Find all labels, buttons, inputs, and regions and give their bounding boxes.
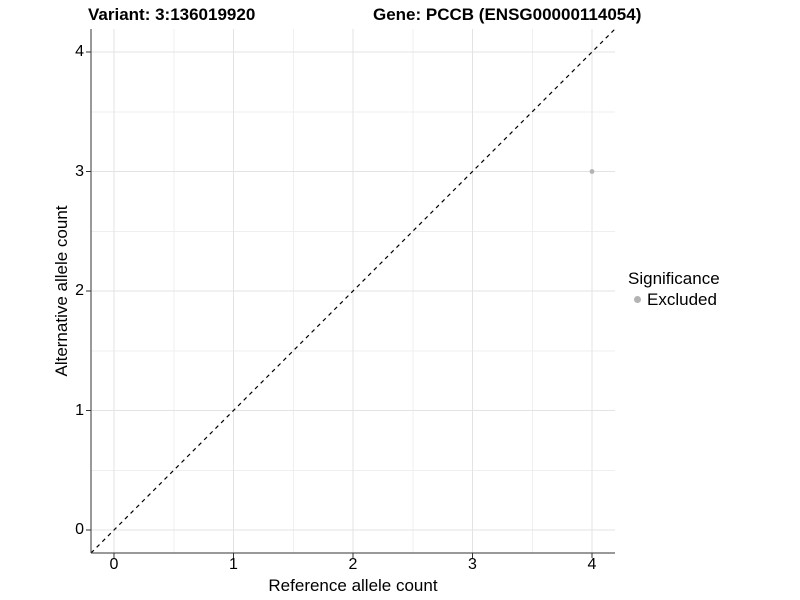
legend-item-excluded: Excluded — [628, 289, 720, 310]
variant-title: Variant: 3:136019920 — [88, 5, 256, 24]
identity-line — [90, 28, 616, 554]
point-marker-icon — [634, 296, 641, 303]
gene-title: Gene: PCCB (ENSG00000114054) — [373, 5, 642, 24]
y-axis-title: Alternative allele count — [52, 205, 71, 377]
legend-title: Significance — [628, 269, 720, 288]
legend: Significance Excluded — [628, 268, 720, 310]
x-axis-title: Reference allele count — [268, 576, 438, 595]
legend-item-label: Excluded — [647, 289, 717, 309]
data-point — [589, 169, 595, 174]
